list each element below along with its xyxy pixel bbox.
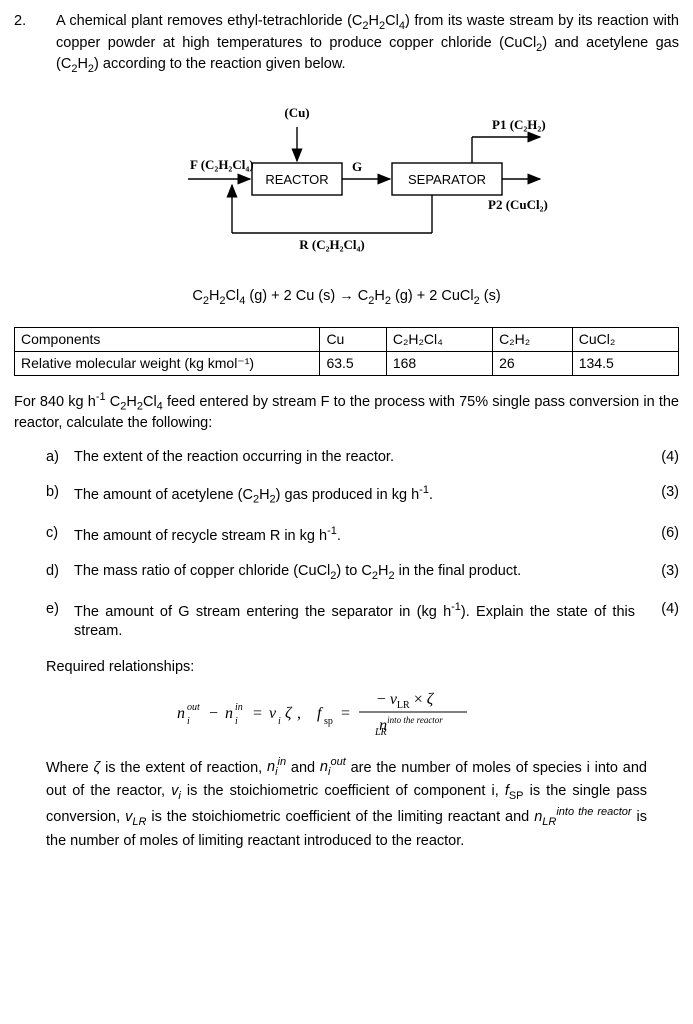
svg-text:i: i — [235, 716, 238, 727]
svg-text:i: i — [187, 716, 190, 727]
part-marks: (4) — [645, 448, 679, 468]
svg-text:F (C₂H₂Cl₄): F (C₂H₂Cl₄) — [190, 157, 254, 172]
question-number: 2. — [14, 12, 38, 77]
table-header-cell: CuCl₂ — [572, 327, 678, 351]
svg-text:out: out — [187, 702, 200, 713]
svg-text:R (C₂H₂Cl₄): R (C₂H₂Cl₄) — [299, 237, 365, 252]
table-cell: 63.5 — [320, 351, 386, 375]
where-paragraph: Where ζ is the extent of reaction, niin … — [46, 756, 647, 852]
svg-text:in: in — [235, 702, 243, 713]
part-letter: b) — [46, 483, 74, 508]
part-letter: a) — [46, 448, 74, 468]
part-item: a) The extent of the reaction occurring … — [46, 448, 679, 468]
table-row: Relative molecular weight (kg kmol⁻¹) 63… — [15, 351, 679, 375]
svg-text:(Cu): (Cu) — [284, 105, 309, 120]
table-cell: 168 — [386, 351, 492, 375]
intro-paragraph: For 840 kg h-1 C2H2Cl4 feed entered by s… — [14, 390, 679, 434]
reaction-equation: C2H2Cl4 (g) + 2 Cu (s) → C2H2 (g) + 2 Cu… — [14, 287, 679, 309]
required-heading: Required relationships: — [46, 658, 679, 678]
svg-text:n: n — [177, 705, 185, 722]
formula: n out i − n in i = v i ζ , f sp = − vLR … — [14, 686, 679, 740]
table-cell: 26 — [493, 351, 573, 375]
svg-text:SEPARATOR: SEPARATOR — [407, 172, 485, 187]
part-letter: e) — [46, 600, 74, 642]
table-cell: 134.5 — [572, 351, 678, 375]
svg-text:LR: LR — [374, 727, 387, 738]
part-text: The amount of recycle stream R in kg h-1… — [74, 524, 645, 546]
part-marks: (4) — [645, 600, 679, 642]
table-header-cell: Components — [15, 327, 320, 351]
svg-text:n: n — [225, 705, 233, 722]
part-marks: (6) — [645, 524, 679, 546]
table-header-cell: Cu — [320, 327, 386, 351]
svg-text:− vLR × ζ: − vLR × ζ — [376, 691, 434, 711]
part-text: The extent of the reaction occurring in … — [74, 448, 645, 468]
svg-text:P1 (C₂H₂): P1 (C₂H₂) — [492, 117, 546, 132]
table-cell: Relative molecular weight (kg kmol⁻¹) — [15, 351, 320, 375]
part-item: d) The mass ratio of copper chloride (Cu… — [46, 562, 679, 584]
svg-text:f: f — [317, 705, 324, 722]
table-header-cell: C₂H₂Cl₄ — [386, 327, 492, 351]
svg-text:v: v — [269, 705, 277, 722]
process-diagram: REACTOR SEPARATOR (Cu) F (C₂H₂Cl₄) G P1 … — [14, 93, 679, 273]
part-marks: (3) — [645, 483, 679, 508]
components-table: Components Cu C₂H₂Cl₄ C₂H₂ CuCl₂ Relativ… — [14, 327, 679, 376]
svg-text:,: , — [297, 705, 301, 722]
part-marks: (3) — [645, 562, 679, 584]
parts-list: a) The extent of the reaction occurring … — [46, 448, 679, 642]
svg-text:i: i — [278, 716, 281, 727]
svg-text:−: − — [209, 705, 218, 722]
svg-text:sp: sp — [324, 716, 333, 727]
part-item: e) The amount of G stream entering the s… — [46, 600, 679, 642]
svg-text:=: = — [253, 705, 262, 722]
svg-text:P2 (CuCl₂): P2 (CuCl₂) — [488, 197, 548, 212]
part-text: The mass ratio of copper chloride (CuCl2… — [74, 562, 645, 584]
part-text: The amount of acetylene (C2H2) gas produ… — [74, 483, 645, 508]
part-item: b) The amount of acetylene (C2H2) gas pr… — [46, 483, 679, 508]
part-item: c) The amount of recycle stream R in kg … — [46, 524, 679, 546]
svg-text:REACTOR: REACTOR — [265, 172, 328, 187]
svg-text:ninto the reactor: ninto the reactor — [379, 715, 443, 734]
table-header-cell: C₂H₂ — [493, 327, 573, 351]
question-prompt: A chemical plant removes ethyl-tetrachlo… — [56, 12, 679, 77]
part-letter: d) — [46, 562, 74, 584]
part-letter: c) — [46, 524, 74, 546]
svg-text:G: G — [351, 159, 361, 174]
svg-text:=: = — [341, 705, 350, 722]
svg-text:ζ: ζ — [285, 705, 293, 722]
table-row: Components Cu C₂H₂Cl₄ C₂H₂ CuCl₂ — [15, 327, 679, 351]
part-text: The amount of G stream entering the sepa… — [74, 600, 645, 642]
